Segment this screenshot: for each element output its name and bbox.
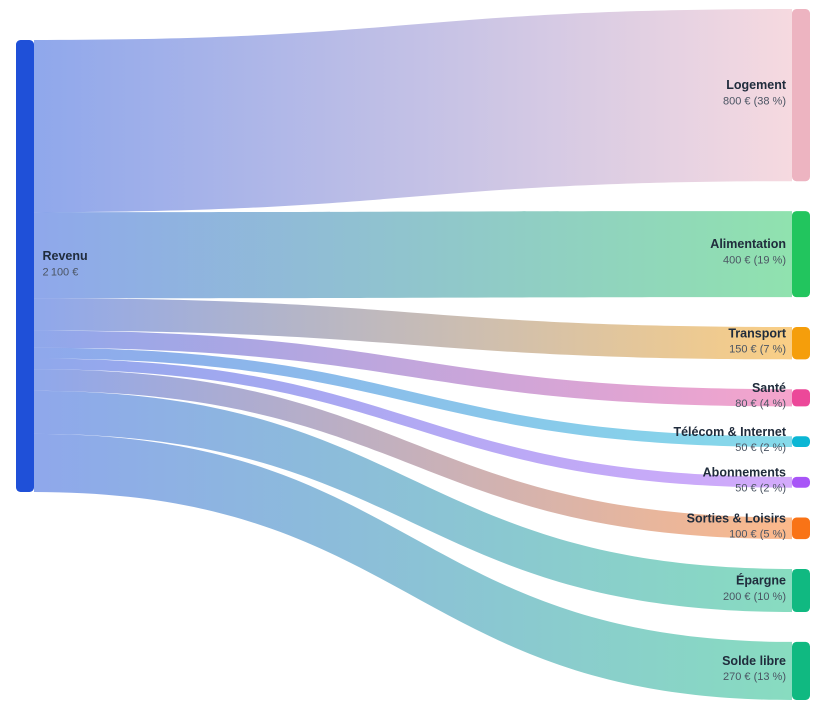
svg-text:Télécom & Internet: Télécom & Internet [673, 425, 786, 439]
svg-text:Solde libre: Solde libre [722, 654, 786, 668]
svg-text:800 € (38 %): 800 € (38 %) [723, 95, 786, 107]
svg-text:400 € (19 %): 400 € (19 %) [723, 254, 786, 266]
svg-text:270 € (13 %): 270 € (13 %) [723, 671, 786, 683]
svg-text:Alimentation: Alimentation [710, 237, 786, 251]
svg-text:Sorties & Loisirs: Sorties & Loisirs [687, 511, 786, 525]
svg-text:100 € (5 %): 100 € (5 %) [729, 529, 786, 541]
svg-text:Logement: Logement [726, 78, 787, 92]
svg-text:Santé: Santé [752, 381, 786, 395]
svg-text:Revenu: Revenu [43, 249, 88, 263]
svg-text:Épargne: Épargne [736, 573, 786, 588]
svg-text:Transport: Transport [728, 326, 786, 340]
svg-text:2 100 €: 2 100 € [43, 266, 79, 278]
svg-text:150 € (7 %): 150 € (7 %) [729, 344, 786, 356]
svg-text:50 € (2 %): 50 € (2 %) [735, 483, 786, 495]
svg-text:200 € (10 %): 200 € (10 %) [723, 591, 786, 603]
svg-text:80 € (4 %): 80 € (4 %) [735, 398, 786, 410]
svg-text:Abonnements: Abonnements [703, 465, 786, 479]
svg-text:50 € (2 %): 50 € (2 %) [735, 442, 786, 454]
